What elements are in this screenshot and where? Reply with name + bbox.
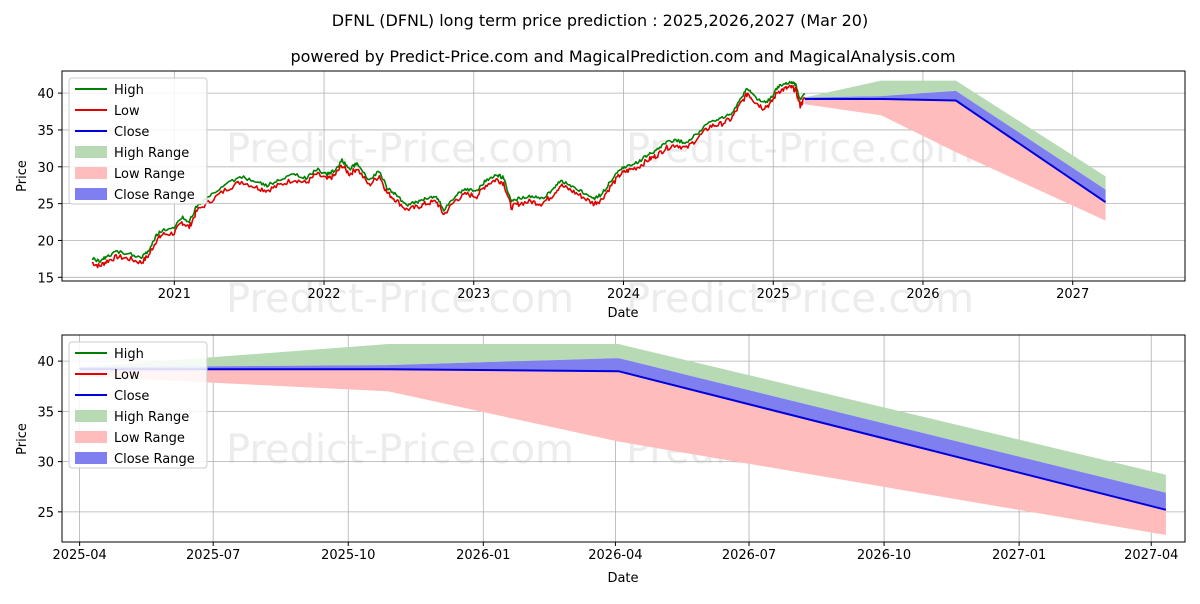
legend-swatch-close-range	[75, 188, 107, 200]
legend-label-close: Close	[114, 389, 149, 404]
watermark: Predict-Price.com	[226, 427, 574, 473]
low-price-line	[91, 84, 806, 269]
low-range-band	[79, 369, 1166, 535]
legend-label-low-range: Low Range	[114, 431, 185, 446]
bottom-x-tick-label: 2026-10	[857, 548, 911, 563]
top-y-tick-label: 40	[37, 87, 54, 102]
bottom-ticks: 2025-04 2025-07 2025-10 2026-01 2026-04 2026-…	[37, 355, 1178, 563]
bottom-y-axis-label: Price	[15, 423, 30, 455]
top-y-tick-label: 35	[37, 124, 54, 139]
bottom-y-tick-label: 35	[37, 405, 54, 420]
top-y-tick-label: 15	[37, 271, 54, 286]
top-x-tick-label: 2025	[757, 287, 790, 302]
bottom-plot-area	[79, 344, 1167, 535]
bottom-x-axis-label: Date	[607, 571, 638, 586]
bottom-x-tick-label: 2026-07	[722, 548, 776, 563]
top-legend: High Low Close High Range Low Range Close Ran…	[68, 77, 208, 205]
high-range-band	[804, 80, 1106, 190]
top-x-tick-label: 2022	[307, 287, 340, 302]
top-x-tick-label: 2023	[457, 287, 490, 302]
watermark: Predict-Price.com	[626, 126, 974, 172]
legend-label-high-range: High Range	[114, 146, 189, 161]
top-x-axis-label: Date	[607, 306, 638, 321]
legend-swatch-high-range	[75, 410, 107, 422]
legend-label-low: Low	[114, 104, 140, 119]
top-x-tick-label: 2026	[906, 287, 939, 302]
legend-swatch-low-range	[75, 431, 107, 443]
watermark: Predict-Price.com	[626, 276, 974, 322]
bottom-legend: High Low Close High Range Low Range Close Ran…	[68, 341, 208, 469]
bottom-x-tick-label: 2025-04	[52, 548, 106, 563]
top-y-tick-label: 25	[37, 198, 54, 213]
bottom-y-tick-label: 25	[37, 506, 54, 521]
top-x-tick-label: 2027	[1056, 287, 1089, 302]
legend-label-close-range: Close Range	[114, 452, 195, 467]
bottom-axes-frame	[61, 334, 1186, 543]
history-chart-panel: Predict-Price.com Predict-Price.com Pred…	[15, 70, 1186, 322]
bottom-x-tick-label: 2027-04	[1124, 548, 1178, 563]
low-range-band	[804, 99, 1106, 221]
chart-title: DFNL (DFNL) long term price prediction :…	[332, 11, 868, 30]
bottom-y-tick-label: 30	[37, 456, 54, 471]
bottom-x-tick-label: 2026-01	[456, 548, 510, 563]
legend-label-low-range: Low Range	[114, 167, 185, 182]
top-x-tick-label: 2024	[607, 287, 640, 302]
legend-swatch-close-range	[75, 452, 107, 464]
legend-swatch-high-range	[75, 146, 107, 158]
close-forecast-line	[804, 98, 1107, 204]
bottom-x-tick-label: 2026-04	[588, 548, 642, 563]
watermark: Predict-Price.com	[226, 276, 574, 322]
bottom-x-tick-label: 2025-07	[186, 548, 240, 563]
top-watermarks: Predict-Price.com Predict-Price.com Pred…	[226, 126, 974, 322]
top-y-tick-label: 30	[37, 161, 54, 176]
top-y-tick-label: 20	[37, 234, 54, 249]
legend-swatch-low-range	[75, 167, 107, 179]
bottom-y-tick-label: 40	[37, 355, 54, 370]
legend-label-close-range: Close Range	[114, 188, 195, 203]
legend-label-high-range: High Range	[114, 410, 189, 425]
watermark: Predict-Price.com	[226, 126, 574, 172]
close-forecast-line	[79, 368, 1167, 511]
bottom-x-tick-label: 2027-01	[992, 548, 1046, 563]
chart-subtitle: powered by Predict-Price.com and Magical…	[290, 47, 955, 66]
top-plot-area	[91, 80, 1107, 269]
legend-label-high: High	[114, 83, 144, 98]
legend-label-low: Low	[114, 368, 140, 383]
bottom-x-tick-label: 2025-10	[321, 548, 375, 563]
legend-label-close: Close	[114, 125, 149, 140]
top-x-tick-label: 2021	[158, 287, 191, 302]
top-y-axis-label: Price	[15, 160, 30, 192]
prediction-chart-panel: Predict-Price.com Predict-Price.com 2025…	[15, 334, 1186, 586]
legend-label-high: High	[114, 347, 144, 362]
